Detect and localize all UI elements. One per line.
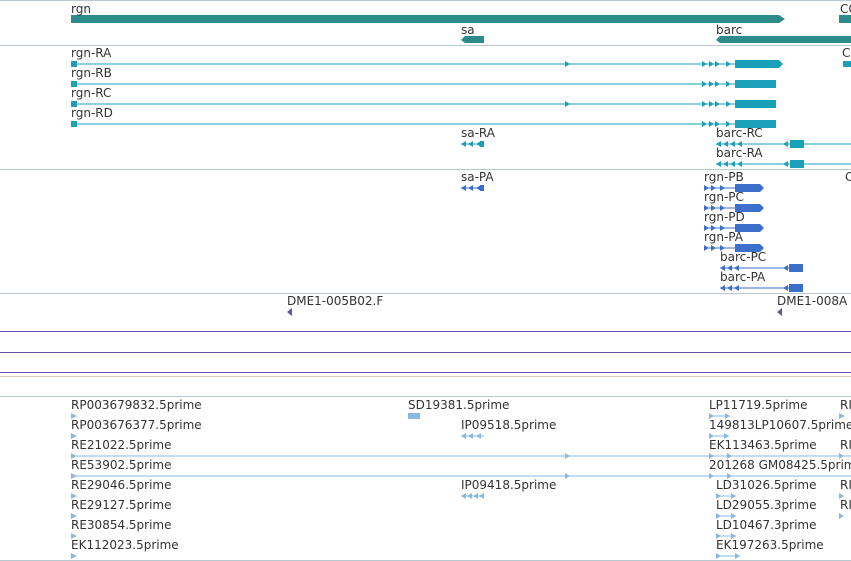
transcript-label-rgn-RC[interactable]: rgn-RC bbox=[71, 86, 112, 100]
gene-glyph-cg[interactable] bbox=[839, 15, 851, 23]
protein-label-c[interactable]: C bbox=[845, 170, 851, 184]
protein-label-barc-PC[interactable]: barc-PC bbox=[720, 250, 767, 264]
est-label[interactable]: LD10467.3prime bbox=[716, 518, 817, 532]
transcript-glyph-c[interactable] bbox=[843, 61, 851, 67]
est-label[interactable]: 149813LP10607.5prime bbox=[709, 418, 851, 432]
est-label[interactable]: RI bbox=[840, 398, 851, 412]
track-divider bbox=[0, 293, 851, 294]
protein-glyph-rgn-PD[interactable] bbox=[704, 224, 764, 232]
transcript-label-rgn-RD[interactable]: rgn-RD bbox=[71, 106, 113, 120]
gene-label-cg[interactable]: CG bbox=[840, 2, 851, 16]
transcript-glyph-barc-RC[interactable] bbox=[716, 140, 851, 148]
transcript-glyph-rgn-RC[interactable] bbox=[71, 100, 776, 108]
est-glyph[interactable] bbox=[839, 413, 845, 419]
track-divider bbox=[0, 169, 851, 170]
est-label[interactable]: RE29046.5prime bbox=[71, 478, 172, 492]
protein-label-sa-PA[interactable]: sa-PA bbox=[461, 170, 494, 184]
transcript-label-rgn-RA[interactable]: rgn-RA bbox=[71, 46, 112, 60]
est-glyph[interactable] bbox=[71, 433, 77, 439]
transcript-label-barc-RA[interactable]: barc-RA bbox=[716, 146, 763, 160]
transcript-glyph-rgn-RA[interactable] bbox=[71, 60, 783, 68]
protein-glyph-rgn-PA[interactable] bbox=[704, 244, 764, 252]
track-divider bbox=[0, 0, 851, 1]
gene-glyph-sa[interactable] bbox=[461, 36, 484, 43]
track-divider bbox=[0, 376, 851, 377]
est-label[interactable]: RI bbox=[840, 438, 851, 452]
est-label[interactable]: LD31026.5prime bbox=[716, 478, 817, 492]
est-label[interactable]: RI bbox=[840, 498, 851, 512]
est-label[interactable]: SD19381.5prime bbox=[408, 398, 510, 412]
protein-glyph-rgn-PC[interactable] bbox=[704, 204, 764, 212]
protein-glyph-rgn-PB[interactable] bbox=[704, 184, 764, 192]
est-label[interactable]: EK112023.5prime bbox=[71, 538, 179, 552]
transcript-glyph-rgn-RB[interactable] bbox=[71, 80, 776, 88]
clone-glyph-008A[interactable] bbox=[777, 308, 782, 316]
gene-label-barc[interactable]: barc bbox=[716, 23, 743, 37]
protein-label-rgn-PA[interactable]: rgn-PA bbox=[704, 230, 743, 244]
gene-glyph-barc[interactable] bbox=[716, 36, 851, 43]
clone-track-line bbox=[0, 352, 851, 353]
est-label[interactable]: RE21022.5prime bbox=[71, 438, 172, 452]
est-label[interactable]: RI bbox=[840, 478, 851, 492]
track-divider bbox=[0, 45, 851, 46]
gene-label-sa[interactable]: sa bbox=[461, 23, 475, 37]
protein-label-rgn-PC[interactable]: rgn-PC bbox=[704, 190, 744, 204]
clone-track-line bbox=[0, 331, 851, 332]
est-label[interactable]: RP003676377.5prime bbox=[71, 418, 202, 432]
clone-glyph-005B02[interactable] bbox=[287, 308, 292, 316]
transcript-label-rgn-RB[interactable]: rgn-RB bbox=[71, 66, 112, 80]
protein-label-rgn-PB[interactable]: rgn-PB bbox=[704, 170, 744, 184]
transcript-label-sa-RA[interactable]: sa-RA bbox=[461, 126, 495, 140]
est-label[interactable]: RE30854.5prime bbox=[71, 518, 172, 532]
clone-label-008A[interactable]: DME1-008A bbox=[777, 294, 848, 308]
transcript-glyph-barc-RA[interactable] bbox=[716, 160, 851, 168]
protein-glyph-sa-PA[interactable] bbox=[461, 185, 484, 191]
est-label[interactable]: EK197263.5prime bbox=[716, 538, 824, 552]
est-label[interactable]: LP11719.5prime bbox=[709, 398, 808, 412]
clone-label-005B02[interactable]: DME1-005B02.F bbox=[287, 294, 384, 308]
transcript-label-c[interactable]: C bbox=[842, 46, 851, 60]
est-label[interactable]: EK113463.5prime bbox=[709, 438, 817, 452]
protein-glyph-barc-PA[interactable] bbox=[720, 284, 803, 292]
est-label[interactable]: RE29127.5prime bbox=[71, 498, 172, 512]
clone-track-line bbox=[0, 372, 851, 373]
est-glyph[interactable] bbox=[71, 413, 77, 419]
track-divider bbox=[0, 396, 851, 397]
est-label[interactable]: IP09518.5prime bbox=[461, 418, 557, 432]
protein-label-rgn-PD[interactable]: rgn-PD bbox=[704, 210, 745, 224]
gene-glyph-rgn[interactable] bbox=[71, 15, 785, 23]
protein-label-barc-PA[interactable]: barc-PA bbox=[720, 270, 766, 284]
est-label[interactable]: LD29055.3prime bbox=[716, 498, 817, 512]
est-glyph[interactable] bbox=[408, 413, 420, 419]
protein-glyph-barc-PC[interactable] bbox=[720, 264, 803, 272]
transcript-glyph-rgn-RD[interactable] bbox=[71, 120, 776, 128]
gene-label-rgn[interactable]: rgn bbox=[71, 2, 91, 16]
est-label[interactable]: RE53902.5prime bbox=[71, 458, 172, 472]
est-label[interactable]: 201268 GM08425.5prime bbox=[709, 458, 851, 472]
transcript-glyph-sa-RA[interactable] bbox=[461, 141, 484, 147]
transcript-label-barc-RC[interactable]: barc-RC bbox=[716, 126, 763, 140]
est-label[interactable]: IP09418.5prime bbox=[461, 478, 557, 492]
est-label[interactable]: RP003679832.5prime bbox=[71, 398, 202, 412]
